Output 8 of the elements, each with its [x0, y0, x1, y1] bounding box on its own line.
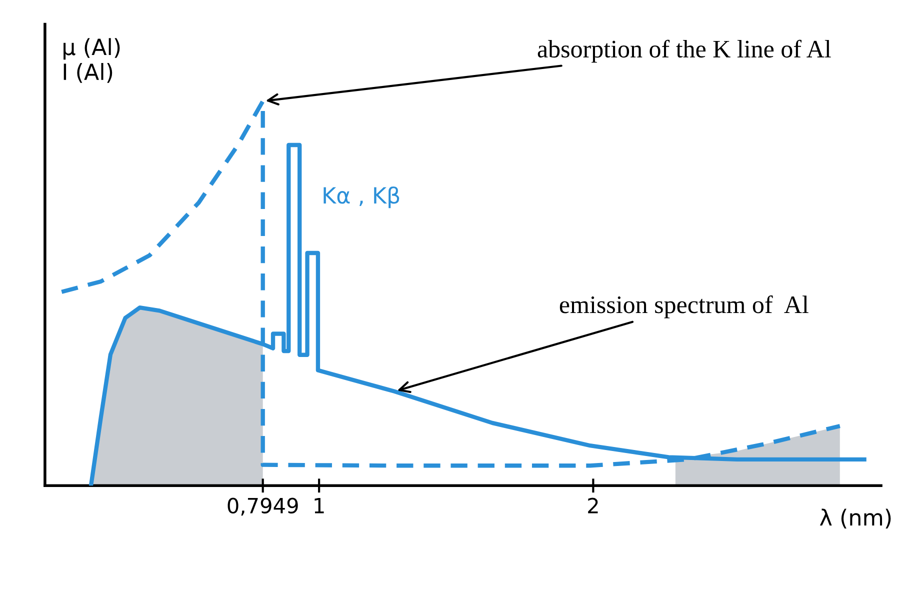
x-tick-label: 2 — [588, 498, 598, 514]
x-tick-label: 1 — [314, 498, 324, 514]
y-axis-title: μ (Al) I (Al) — [64, 38, 120, 83]
annotation: absorption of the K line of Al — [538, 40, 831, 63]
x-axis-title: λ (nm) — [820, 508, 891, 528]
annotation: emission spectrum of Al — [560, 295, 808, 318]
x-tick-label: 0,7949 — [228, 498, 298, 516]
annotation: Kα , Kβ — [324, 186, 400, 208]
